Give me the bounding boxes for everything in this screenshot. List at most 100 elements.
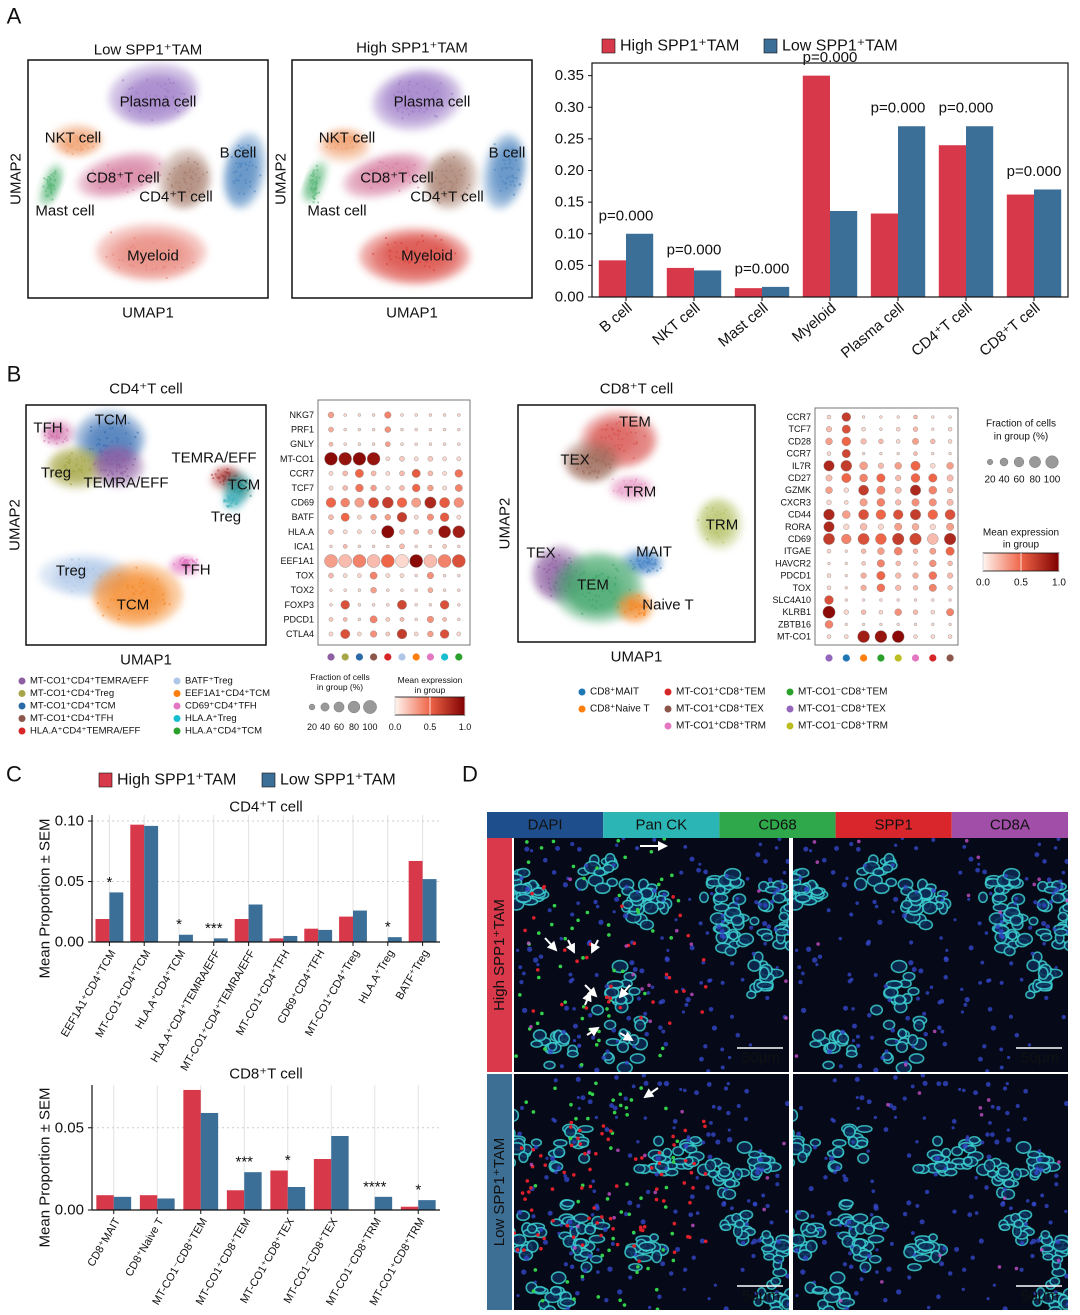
dot [381, 525, 395, 539]
cell-point [243, 155, 246, 158]
cell-point [515, 177, 518, 180]
nucleus [850, 1245, 854, 1249]
cell-point [582, 472, 586, 475]
bar [1006, 194, 1034, 297]
spp1-cell [672, 1250, 677, 1255]
nucleus [572, 1023, 578, 1029]
cell-point [198, 176, 201, 180]
dot [822, 605, 836, 619]
channel-label: CD68 [758, 817, 796, 834]
cell-point [609, 435, 612, 439]
cell-point [99, 186, 102, 189]
epithelial-cell [577, 1124, 594, 1133]
nucleus [990, 1132, 995, 1137]
dot [861, 415, 866, 419]
dot [357, 529, 362, 535]
cell-point [87, 147, 90, 150]
dot [843, 487, 849, 493]
cell-point [107, 463, 110, 466]
cell-point [134, 254, 137, 257]
nucleus [808, 1186, 814, 1192]
cell-point [586, 466, 589, 469]
cell-point [84, 460, 87, 463]
dot [948, 598, 952, 602]
dot [876, 583, 886, 592]
spp1-cell [614, 1184, 619, 1188]
dot [357, 617, 362, 622]
bar [966, 126, 994, 297]
scale-bar-label: 50μm [1021, 1288, 1059, 1305]
dot [428, 413, 433, 417]
epithelial-cell [781, 1297, 789, 1310]
cell-point [435, 256, 438, 259]
cell-point [62, 440, 65, 444]
cell-point [148, 94, 151, 97]
cell-point [168, 603, 171, 606]
cell-point [355, 141, 358, 144]
cell-point [396, 107, 399, 110]
dot [946, 462, 954, 470]
dot [413, 456, 419, 462]
nucleus [614, 896, 620, 902]
epithelial-cell [704, 1158, 717, 1173]
epithelial-cell [514, 1129, 516, 1138]
cell-point [537, 565, 540, 568]
cell-point [111, 168, 115, 171]
cell-point [149, 99, 152, 103]
nucleus [942, 1080, 949, 1087]
legend-title: in group (%) [317, 682, 363, 692]
cell-point [345, 143, 348, 146]
nucleus [672, 1126, 676, 1130]
cell-point [633, 600, 636, 603]
cell-point [351, 138, 354, 142]
cell-point [46, 187, 49, 190]
cell-point [428, 88, 431, 91]
cd68-cell [617, 893, 622, 898]
cd8a-cell [838, 1298, 843, 1303]
epithelial-cell [907, 890, 923, 903]
nucleus [683, 845, 688, 849]
nucleus [730, 1206, 734, 1211]
cell-point [388, 254, 391, 258]
cd8a-cell [624, 944, 629, 948]
cell-point [454, 187, 458, 190]
dot [825, 426, 833, 433]
cell-point [316, 169, 319, 172]
legend-swatch [664, 722, 672, 730]
nucleus [1045, 924, 1051, 929]
cd8a-cell [986, 1098, 991, 1102]
nucleus [779, 879, 784, 884]
dot [427, 587, 434, 593]
nucleus [521, 1007, 528, 1014]
cell-point [450, 184, 454, 188]
cell-point [418, 109, 421, 113]
nucleus [519, 1106, 524, 1111]
dot [384, 426, 391, 433]
epithelial-cell [774, 928, 789, 937]
nucleus [1019, 1267, 1024, 1272]
spp1-cell [514, 1231, 517, 1235]
cell-point [552, 566, 555, 569]
nucleus [782, 870, 787, 875]
nucleus [689, 1194, 695, 1200]
cell-point [618, 448, 621, 451]
dot [877, 547, 885, 555]
cell-point [550, 588, 553, 591]
nucleus [872, 899, 877, 905]
gene-label: TOX [793, 583, 811, 593]
dot [843, 609, 849, 615]
dot [439, 629, 450, 639]
nucleus [604, 984, 609, 989]
nucleus [922, 1011, 927, 1016]
nucleus [960, 987, 964, 992]
size-legend-dot [308, 703, 316, 711]
nucleus [754, 900, 759, 905]
cell-point [620, 444, 623, 447]
nucleus [880, 1055, 885, 1060]
cell-point [434, 176, 438, 179]
nucleus [650, 985, 655, 990]
dot [384, 514, 391, 521]
nucleus [663, 1041, 669, 1047]
nucleus [703, 1044, 708, 1049]
y-tick-label: 0.15 [555, 194, 584, 211]
